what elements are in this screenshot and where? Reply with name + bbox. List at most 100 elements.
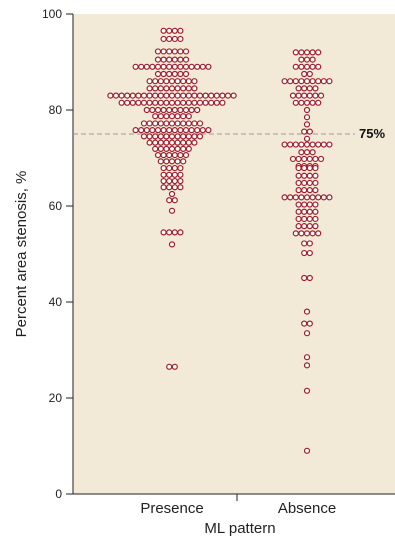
- data-point-presence: [168, 78, 176, 85]
- data-point-presence: [177, 152, 184, 159]
- data-point-presence: [188, 63, 195, 70]
- data-point-presence: [166, 106, 173, 114]
- data-point-presence: [149, 106, 156, 114]
- data-point-presence: [174, 120, 181, 127]
- data-point-presence: [177, 177, 184, 185]
- data-point-absence: [306, 208, 313, 215]
- data-point-absence: [295, 179, 302, 187]
- data-point-absence: [287, 78, 294, 85]
- data-point-absence: [306, 240, 313, 247]
- data-point-absence: [295, 187, 302, 194]
- data-point-presence: [157, 120, 164, 127]
- data-point-presence: [171, 164, 178, 172]
- data-point-presence: [194, 63, 201, 70]
- data-point-presence: [168, 120, 176, 127]
- data-point-presence: [194, 127, 201, 134]
- data-point-presence: [138, 127, 145, 134]
- data-point-presence: [177, 127, 184, 134]
- data-point-presence: [182, 127, 190, 134]
- data-point-presence: [166, 184, 173, 191]
- data-point-presence: [171, 197, 178, 204]
- data-point-absence: [309, 63, 316, 70]
- data-point-presence: [182, 70, 190, 78]
- data-point-absence: [309, 230, 316, 237]
- data-point-presence: [166, 152, 173, 159]
- data-point-absence: [301, 201, 308, 208]
- data-point-presence: [160, 229, 167, 236]
- data-point-presence: [168, 158, 176, 165]
- data-point-absence: [292, 141, 299, 148]
- data-point-presence: [112, 92, 120, 99]
- data-point-presence: [157, 113, 164, 120]
- data-point-absence: [301, 70, 308, 78]
- data-point-absence: [287, 194, 294, 201]
- data-point-presence: [185, 99, 192, 106]
- data-point-presence: [208, 92, 215, 99]
- data-point-presence: [160, 184, 167, 191]
- data-point-presence: [185, 78, 192, 85]
- data-point-presence: [154, 48, 162, 55]
- y-tick-label-80: 80: [49, 103, 63, 117]
- data-point-presence: [185, 145, 192, 152]
- data-point-absence: [298, 78, 305, 85]
- data-point-absence: [295, 164, 302, 172]
- data-point-presence: [171, 229, 178, 236]
- data-point-presence: [157, 92, 164, 99]
- data-point-absence: [309, 56, 316, 63]
- data-point-presence: [160, 152, 167, 159]
- data-point-presence: [163, 78, 170, 85]
- data-point-presence: [168, 145, 176, 152]
- data-point-absence: [317, 92, 325, 99]
- data-point-presence: [180, 99, 187, 106]
- data-point-presence: [191, 133, 198, 140]
- data-point-absence: [312, 85, 319, 92]
- data-point-presence: [140, 133, 148, 140]
- data-point-presence: [171, 152, 178, 159]
- data-point-absence: [315, 63, 322, 70]
- data-point-presence: [140, 99, 148, 106]
- data-point-absence: [301, 172, 308, 179]
- data-point-presence: [157, 78, 164, 85]
- data-point-presence: [168, 113, 176, 120]
- data-point-absence: [309, 149, 316, 156]
- data-point-presence: [182, 152, 190, 159]
- data-point-absence: [292, 99, 299, 106]
- data-point-presence: [146, 85, 153, 92]
- data-point-presence: [171, 363, 178, 370]
- data-point-presence: [152, 133, 159, 140]
- data-point-presence: [191, 120, 198, 127]
- data-point-absence: [315, 78, 322, 85]
- data-point-absence: [326, 78, 333, 85]
- data-point-presence: [160, 35, 167, 43]
- data-point-presence: [171, 106, 178, 114]
- data-point-absence: [292, 49, 299, 56]
- data-point-presence: [160, 177, 167, 185]
- data-point-absence: [301, 320, 308, 327]
- data-point-presence: [180, 85, 187, 92]
- data-point-presence: [177, 229, 184, 236]
- data-point-absence: [303, 114, 311, 121]
- data-point-absence: [306, 155, 313, 163]
- data-point-presence: [171, 48, 178, 55]
- data-point-presence: [140, 92, 148, 99]
- data-point-presence: [149, 63, 156, 70]
- data-point-absence: [309, 99, 316, 106]
- y-tick-label-0: 0: [55, 487, 62, 501]
- data-point-presence: [177, 106, 184, 114]
- data-point-absence: [301, 240, 308, 247]
- data-point-absence: [289, 155, 297, 163]
- data-point-presence: [163, 113, 170, 120]
- data-point-presence: [129, 92, 136, 99]
- data-point-absence: [298, 149, 305, 156]
- data-point-absence: [303, 387, 311, 394]
- data-point-absence: [306, 85, 313, 92]
- data-point-presence: [177, 164, 184, 172]
- data-point-absence: [306, 249, 313, 257]
- data-point-presence: [168, 139, 176, 146]
- data-point-absence: [306, 179, 313, 187]
- data-point-absence: [281, 78, 288, 85]
- data-point-presence: [202, 92, 209, 99]
- data-point-absence: [306, 187, 313, 194]
- data-point-absence: [292, 194, 299, 201]
- data-point-presence: [174, 99, 181, 106]
